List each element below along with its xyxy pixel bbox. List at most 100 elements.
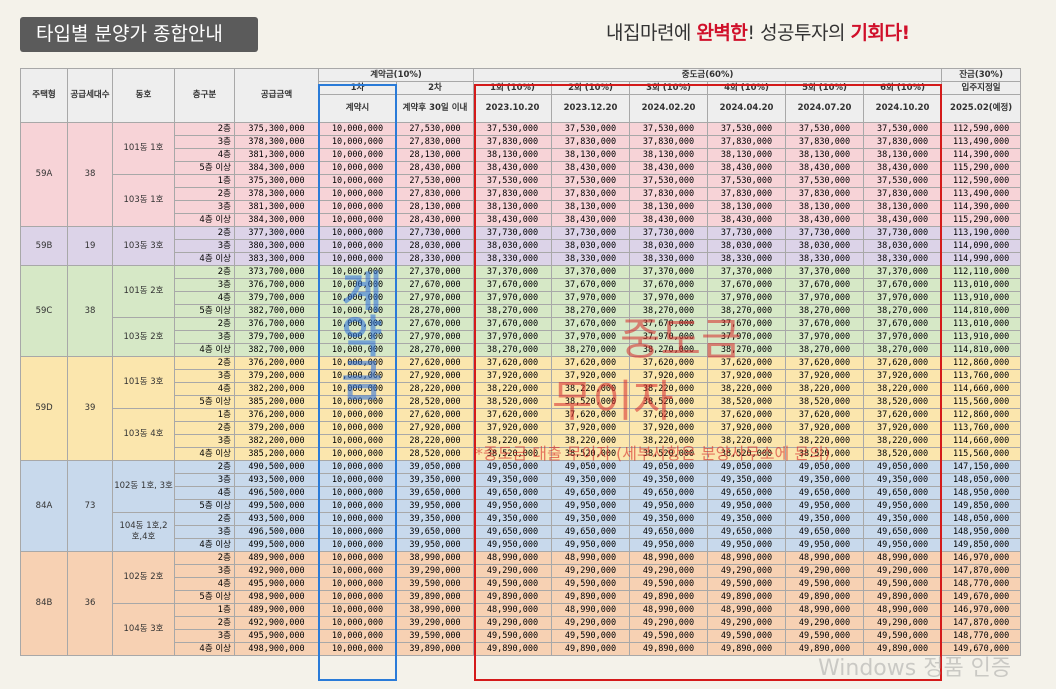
cell-mid-4: 37,970,000 [707, 330, 787, 344]
cell-balance: 112,110,000 [941, 265, 1022, 279]
cell-mid-5: 48,990,000 [785, 603, 865, 617]
cell-contract-2: 39,650,000 [395, 525, 475, 539]
cell-floor: 1층 [174, 174, 235, 188]
cell-floor: 5층 이상 [174, 590, 235, 604]
cell-contract-2: 27,530,000 [395, 174, 475, 188]
cell-mid-5: 38,220,000 [785, 434, 865, 448]
cell-mid-6: 49,950,000 [863, 499, 943, 513]
header-mid-3-date: 2024.02.20 [629, 94, 709, 123]
header-mid-4-date: 2024.04.20 [707, 94, 787, 123]
cell-mid-2: 38,270,000 [551, 304, 631, 318]
cell-contract-2: 27,670,000 [395, 278, 475, 292]
table-row: 4층 495,900,000 10,000,000 39,590,000 49,590,… [20, 577, 1022, 591]
cell-mid-5: 38,270,000 [785, 304, 865, 318]
cell-price: 496,500,000 [234, 486, 319, 500]
cell-floor: 3층 [174, 473, 235, 487]
cell-contract-2: 39,890,000 [395, 642, 475, 656]
cell-floor: 5층 이상 [174, 395, 235, 409]
cell-floor: 1층 [174, 603, 235, 617]
cell-type: 59C [20, 265, 68, 357]
cell-mid-4: 38,130,000 [707, 148, 787, 162]
cell-contract-1: 10,000,000 [318, 213, 397, 227]
cell-mid-5: 37,920,000 [785, 369, 865, 383]
cell-mid-1: 49,590,000 [473, 577, 553, 591]
cell-contract-1: 10,000,000 [318, 512, 397, 526]
cell-mid-2: 38,030,000 [551, 239, 631, 253]
cell-contract-2: 28,520,000 [395, 395, 475, 409]
cell-contract-2: 39,350,000 [395, 473, 475, 487]
cell-mid-4: 49,050,000 [707, 460, 787, 474]
cell-floor: 3층 [174, 278, 235, 292]
cell-contract-2: 27,370,000 [395, 265, 475, 279]
cell-balance: 147,150,000 [941, 460, 1022, 474]
cell-mid-6: 49,650,000 [863, 486, 943, 500]
cell-mid-6: 49,890,000 [863, 590, 943, 604]
cell-mid-6: 37,730,000 [863, 226, 943, 240]
cell-mid-2: 37,530,000 [551, 122, 631, 136]
cell-mid-5: 38,270,000 [785, 343, 865, 357]
cell-price: 377,300,000 [234, 226, 319, 240]
cell-mid-5: 38,430,000 [785, 161, 865, 175]
table-row: 5층 이상 382,700,000 10,000,000 28,270,000 38,2… [20, 304, 1022, 318]
header-mid-4: 4회 (10%) [707, 81, 787, 95]
cell-balance: 114,090,000 [941, 239, 1022, 253]
cell-contract-2: 27,970,000 [395, 330, 475, 344]
cell-mid-4: 37,620,000 [707, 408, 787, 422]
cell-mid-4: 49,890,000 [707, 590, 787, 604]
cell-mid-4: 48,990,000 [707, 603, 787, 617]
cell-mid-1: 49,350,000 [473, 473, 553, 487]
cell-mid-1: 38,030,000 [473, 239, 553, 253]
cell-dong: 101동 3호 [112, 356, 175, 409]
cell-mid-1: 37,730,000 [473, 226, 553, 240]
cell-contract-2: 27,920,000 [395, 421, 475, 435]
cell-mid-1: 38,130,000 [473, 200, 553, 214]
cell-price: 499,500,000 [234, 499, 319, 513]
cell-mid-1: 48,990,000 [473, 603, 553, 617]
cell-price: 493,500,000 [234, 512, 319, 526]
cell-mid-4: 37,730,000 [707, 226, 787, 240]
cell-contract-1: 10,000,000 [318, 629, 397, 643]
cell-mid-3: 49,290,000 [629, 564, 709, 578]
cell-mid-2: 38,430,000 [551, 161, 631, 175]
cell-contract-2: 39,650,000 [395, 486, 475, 500]
cell-contract-2: 27,830,000 [395, 187, 475, 201]
cell-balance: 112,860,000 [941, 356, 1022, 370]
cell-price: 490,500,000 [234, 460, 319, 474]
cell-mid-4: 49,350,000 [707, 512, 787, 526]
cell-balance: 114,660,000 [941, 382, 1022, 396]
cell-price: 499,500,000 [234, 538, 319, 552]
cell-dong: 103동 4호 [112, 408, 175, 461]
cell-mid-2: 37,920,000 [551, 369, 631, 383]
cell-mid-1: 37,370,000 [473, 265, 553, 279]
cell-balance: 114,390,000 [941, 200, 1022, 214]
cell-mid-3: 37,530,000 [629, 174, 709, 188]
cell-mid-6: 49,350,000 [863, 512, 943, 526]
cell-floor: 3층 [174, 330, 235, 344]
header-mid-6: 6회 (10%) [863, 81, 943, 95]
cell-contract-1: 10,000,000 [318, 278, 397, 292]
cell-floor: 3층 [174, 525, 235, 539]
header-contract-1-when: 계약시 [318, 94, 397, 123]
cell-mid-2: 38,220,000 [551, 434, 631, 448]
cell-mid-3: 37,370,000 [629, 265, 709, 279]
cell-contract-2: 28,330,000 [395, 252, 475, 266]
slogan: 내집마련에 완벽한! 성공투자의 기회다! [606, 18, 910, 45]
cell-balance: 115,290,000 [941, 161, 1022, 175]
cell-mid-2: 37,920,000 [551, 421, 631, 435]
cell-mid-2: 49,050,000 [551, 460, 631, 474]
cell-floor: 4층 이상 [174, 642, 235, 656]
cell-contract-2: 27,530,000 [395, 122, 475, 136]
cell-mid-3: 49,890,000 [629, 590, 709, 604]
cell-floor: 2층 [174, 512, 235, 526]
table-row: 2층 379,200,000 10,000,000 27,920,000 37,920,… [20, 421, 1022, 435]
table-row: 59B 19 103동 3호 2층 377,300,000 10,000,000 27,73… [20, 226, 1022, 266]
cell-mid-5: 37,620,000 [785, 408, 865, 422]
cell-mid-2: 37,670,000 [551, 317, 631, 331]
cell-mid-3: 49,350,000 [629, 473, 709, 487]
cell-mid-1: 37,970,000 [473, 291, 553, 305]
cell-mid-3: 38,430,000 [629, 213, 709, 227]
cell-price: 376,200,000 [234, 356, 319, 370]
cell-price: 381,300,000 [234, 200, 319, 214]
cell-contract-1: 10,000,000 [318, 200, 397, 214]
